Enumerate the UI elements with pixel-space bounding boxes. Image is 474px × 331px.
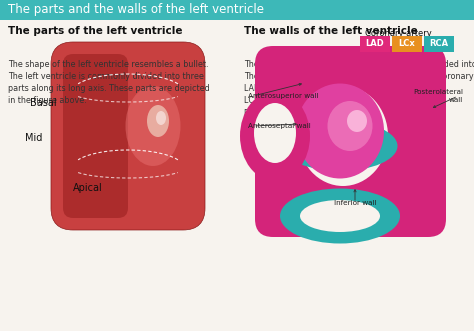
Ellipse shape	[288, 91, 406, 201]
FancyBboxPatch shape	[63, 54, 128, 218]
Text: The walls of the left ventricle may also be subdivided into four walls.
These wa: The walls of the left ventricle may also…	[244, 60, 474, 118]
Text: LCx: LCx	[399, 39, 415, 49]
Text: LAD: LAD	[365, 39, 384, 49]
FancyBboxPatch shape	[360, 36, 390, 52]
Text: Inferior wall: Inferior wall	[334, 200, 376, 206]
Text: Apical: Apical	[73, 183, 103, 193]
Ellipse shape	[347, 110, 367, 132]
Ellipse shape	[330, 78, 440, 223]
Ellipse shape	[300, 200, 380, 232]
FancyBboxPatch shape	[51, 42, 205, 230]
Ellipse shape	[280, 188, 400, 244]
Ellipse shape	[156, 111, 166, 125]
Bar	[0, 0, 474, 20]
FancyBboxPatch shape	[392, 36, 422, 52]
Ellipse shape	[240, 91, 310, 181]
Ellipse shape	[332, 89, 418, 209]
FancyBboxPatch shape	[424, 36, 454, 52]
Text: Posterolateral
wall: Posterolateral wall	[413, 89, 463, 103]
Ellipse shape	[126, 86, 181, 166]
Text: The parts of the left ventricle: The parts of the left ventricle	[8, 26, 182, 36]
Text: Basal: Basal	[30, 98, 56, 108]
Text: Anteroseptal wall: Anteroseptal wall	[248, 123, 311, 129]
Text: Mid: Mid	[25, 133, 42, 143]
Ellipse shape	[254, 103, 296, 163]
Ellipse shape	[296, 83, 384, 178]
Ellipse shape	[147, 105, 169, 137]
Text: The walls of the left ventricle: The walls of the left ventricle	[244, 26, 418, 36]
Ellipse shape	[298, 86, 388, 186]
Ellipse shape	[267, 78, 432, 233]
Text: The parts and the walls of the left ventricle: The parts and the walls of the left vent…	[8, 4, 264, 17]
Ellipse shape	[300, 131, 380, 161]
Ellipse shape	[328, 101, 373, 151]
Text: The shape of the left ventricle resembles a bullet.
The left ventricle is common: The shape of the left ventricle resemble…	[8, 60, 210, 106]
Text: Anterosuperior wall: Anterosuperior wall	[248, 93, 319, 99]
Text: Coronary artery: Coronary artery	[365, 28, 431, 37]
FancyBboxPatch shape	[255, 46, 446, 237]
Ellipse shape	[283, 121, 398, 171]
FancyBboxPatch shape	[375, 88, 429, 204]
Text: RCA: RCA	[429, 39, 448, 49]
